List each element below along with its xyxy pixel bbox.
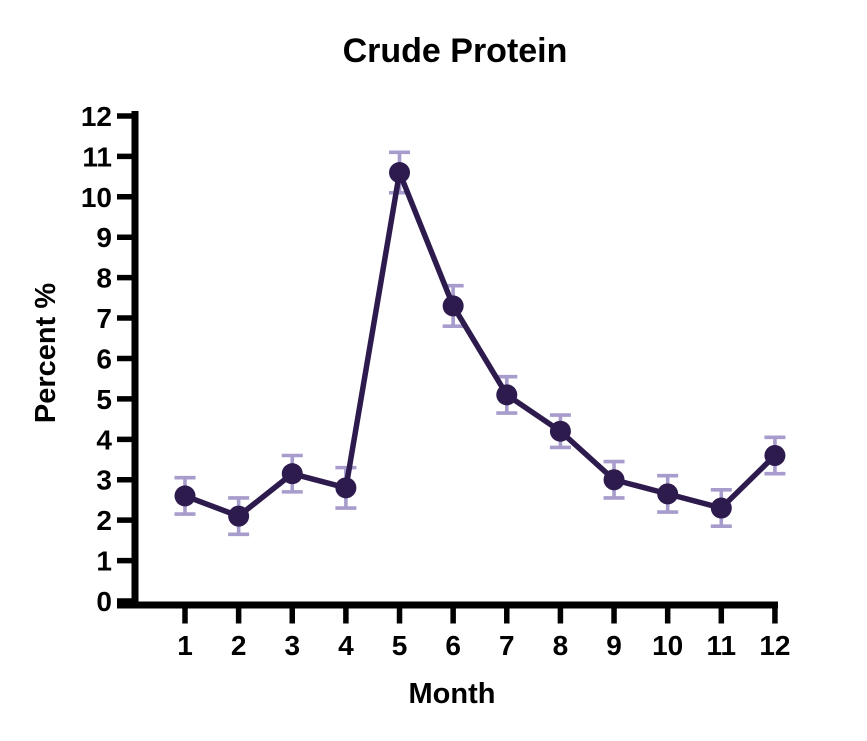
y-tick-label: 6	[96, 343, 112, 374]
data-point-marker	[710, 497, 732, 519]
data-point-marker	[389, 162, 411, 184]
x-tick-label: 5	[392, 630, 408, 661]
data-point-marker	[174, 485, 196, 507]
x-tick-label: 1	[177, 630, 193, 661]
data-point-marker	[442, 295, 464, 317]
y-tick-label: 8	[96, 263, 112, 294]
y-tick-label: 3	[96, 465, 112, 496]
data-point-marker	[228, 505, 250, 527]
x-tick-label: 3	[284, 630, 300, 661]
x-tick-label: 10	[652, 630, 683, 661]
data-point-marker	[335, 477, 357, 499]
x-axis-title: Month	[409, 678, 496, 710]
y-axis-title: Percent %	[30, 283, 62, 423]
y-tick-label: 9	[96, 222, 112, 253]
data-point-marker	[281, 463, 303, 485]
data-point-markers	[174, 162, 786, 527]
y-tick-label: 2	[96, 505, 112, 536]
series-line	[184, 169, 777, 519]
y-tick-label: 11	[82, 141, 112, 172]
data-point-marker	[549, 420, 571, 442]
series-polyline	[184, 169, 777, 519]
x-tick-label: 9	[606, 630, 622, 661]
chart-title: Crude Protein	[343, 32, 568, 70]
y-tick-label: 1	[96, 546, 112, 577]
data-point-marker	[657, 483, 679, 505]
x-tick-label: 2	[231, 630, 247, 661]
axes	[117, 111, 778, 624]
x-tick-label: 11	[706, 630, 736, 661]
y-tick-label: 7	[96, 303, 112, 334]
error-bars	[174, 150, 786, 537]
y-tick-label: 10	[81, 182, 112, 213]
x-tick-label: 12	[759, 630, 790, 661]
y-tick-label: 5	[96, 384, 112, 415]
y-tick-label: 4	[96, 424, 112, 455]
data-point-marker	[603, 469, 625, 491]
data-point-marker	[764, 444, 786, 466]
x-tick-label: 4	[338, 630, 354, 661]
x-tick-label: 6	[445, 630, 461, 661]
x-tick-label: 8	[553, 630, 569, 661]
x-tick-label: 7	[499, 630, 515, 661]
data-point-marker	[496, 384, 518, 406]
y-tick-label: 12	[81, 101, 112, 132]
y-tick-label: 0	[96, 586, 112, 617]
